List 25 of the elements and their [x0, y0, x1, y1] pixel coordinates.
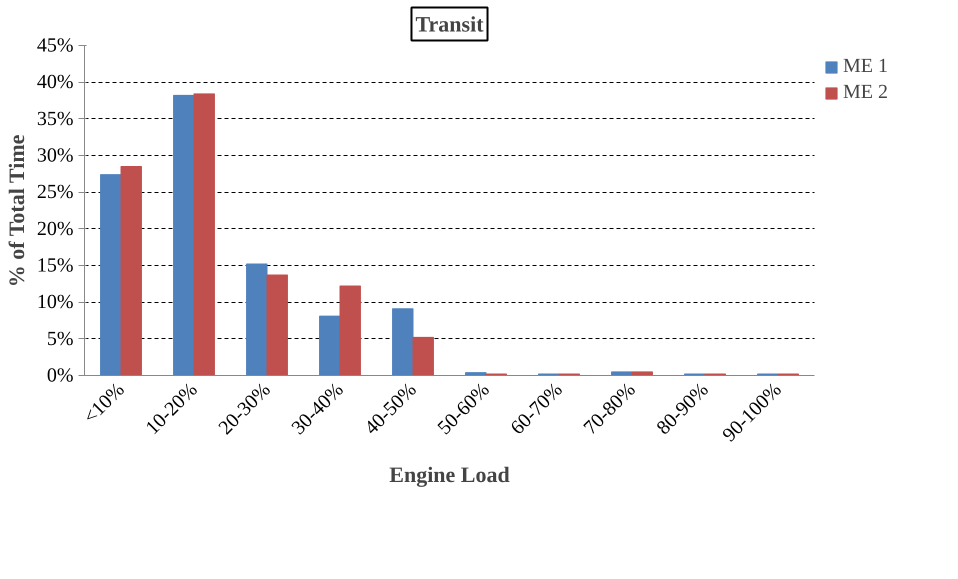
y-tick-label: 25%: [36, 181, 74, 204]
chart-title: Transit: [415, 12, 484, 36]
x-axis-title: Engine Load: [389, 462, 510, 487]
bar: [392, 308, 414, 376]
bar: [173, 94, 194, 376]
y-tick-label: 30%: [36, 144, 74, 166]
y-tick-label: 10%: [36, 291, 74, 314]
y-axis-title: % of Total Time: [4, 134, 29, 288]
legend-label: ME 1: [843, 55, 888, 78]
y-tick-label: 15%: [36, 254, 74, 276]
legend-label: ME 2: [843, 81, 888, 104]
bar: [246, 264, 268, 376]
bar: [266, 274, 288, 376]
y-tick-label: 0%: [46, 364, 74, 386]
bar: [194, 93, 215, 376]
y-tick-label: 5%: [46, 328, 74, 350]
y-tick-label: 35%: [36, 108, 74, 130]
bar: [340, 286, 361, 376]
bar: [319, 316, 340, 376]
y-tick-label: 20%: [36, 218, 74, 240]
bar: [100, 174, 122, 376]
bar: [412, 336, 434, 376]
bar: [120, 166, 142, 376]
y-tick-label: 45%: [36, 34, 74, 56]
y-tick-label: 40%: [36, 71, 74, 94]
